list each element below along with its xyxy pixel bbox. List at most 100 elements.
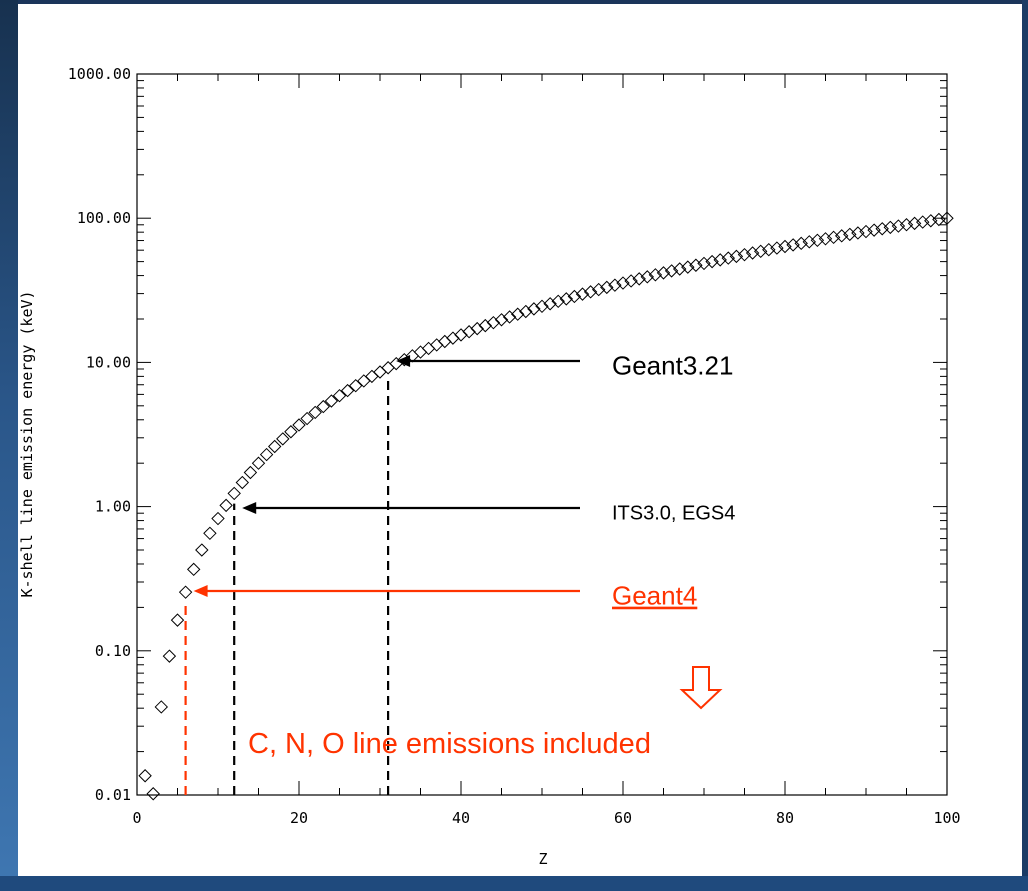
data-point-diamond <box>292 418 306 432</box>
data-point-diamond <box>575 287 590 301</box>
axes: 0 20 40 60 80 100 0.01 0.10 1.00 10.00 100.00 1000.… <box>68 65 961 827</box>
annotation-arrow-head <box>193 585 208 597</box>
y-tick-label: 100.00 <box>77 209 131 227</box>
y-tick-label: 1000.00 <box>68 65 131 83</box>
slide-frame-left <box>0 0 18 891</box>
data-point-diamond <box>203 526 217 541</box>
data-point-diamond <box>891 219 906 233</box>
x-tick-label: 40 <box>452 809 470 827</box>
data-point-diamond <box>340 383 355 398</box>
data-point-diamond <box>924 214 938 228</box>
data-point-diamond <box>762 242 776 257</box>
data-point-diamond <box>243 465 258 480</box>
data-point-diamond <box>851 226 865 240</box>
data-point-diamond <box>284 425 298 439</box>
data-point-diamond <box>170 613 185 627</box>
y-tick-label: 10.00 <box>86 353 131 371</box>
data-point-diamond <box>429 338 444 352</box>
data-point-diamond <box>543 297 557 311</box>
data-point-diamond <box>826 230 841 245</box>
data-point-diamond <box>632 272 646 286</box>
data-point-diamond <box>705 254 719 269</box>
data-point-diamond <box>583 285 598 299</box>
data-point-diamond <box>810 233 825 248</box>
data-point-diamond <box>721 251 736 265</box>
data-point-diamond <box>656 266 671 280</box>
data-point-diamond <box>332 388 347 403</box>
annotation-arrow-head <box>396 355 411 367</box>
data-point-diamond <box>502 310 517 324</box>
data-point-diamond <box>235 475 250 490</box>
data-point-diamond <box>883 220 898 235</box>
data-point-diamond <box>778 239 792 254</box>
data-point-diamond <box>915 215 930 229</box>
data-point-diamond <box>251 456 266 470</box>
data-point-diamond <box>535 299 549 314</box>
data-point-diamond <box>689 258 703 272</box>
y-tick-label: 1.00 <box>95 498 131 516</box>
data-point-diamond <box>737 247 752 262</box>
data-point-diamond <box>843 227 857 242</box>
data-point-diamond <box>640 270 655 284</box>
data-point-diamond <box>899 218 914 232</box>
data-point-diamond <box>600 280 614 295</box>
data-point-diamond <box>681 260 695 274</box>
guide-lines <box>184 377 390 795</box>
data-point-diamond <box>624 274 638 288</box>
y-axis-label: K-shell line emission energy (keV) <box>18 290 36 597</box>
annotation-label: Geant4 <box>612 581 697 611</box>
data-point-diamond <box>438 334 452 349</box>
down-arrow-icon <box>679 666 723 710</box>
data-point-diamond <box>462 325 476 339</box>
data-point-diamond <box>818 232 833 246</box>
data-point-diamond <box>591 282 606 297</box>
note-label: C, N, O line emissions included <box>248 728 651 760</box>
data-point-diamond <box>510 307 525 321</box>
data-point-diamond <box>178 585 193 599</box>
data-point-diamond <box>907 216 922 231</box>
data-point-diamond <box>786 238 800 252</box>
data-point-diamond <box>494 313 509 327</box>
data-point-diamond <box>608 278 622 292</box>
data-point-diamond <box>348 378 363 393</box>
data-point-diamond <box>276 432 290 446</box>
data-point-diamond <box>446 331 460 345</box>
data-point-diamond <box>745 246 760 260</box>
x-tick-label: 0 <box>132 809 141 827</box>
data-point-diamond <box>616 276 630 290</box>
data-point-diamond <box>664 264 679 278</box>
data-point-diamond <box>421 341 436 356</box>
data-point-diamond <box>454 328 468 342</box>
data-point-diamond <box>859 224 873 239</box>
data-point-diamond <box>470 321 484 336</box>
data-point-diamond <box>300 411 314 426</box>
data-point-diamond <box>308 405 322 420</box>
data-point-diamond <box>186 562 201 577</box>
annotations: Geant3.21 ITS3.0, EGS4 Geant4 C, N, O line … <box>193 351 735 760</box>
y-tick-label: 0.01 <box>95 786 131 804</box>
data-point-diamond <box>219 498 233 513</box>
data-point-diamond <box>697 256 711 271</box>
data-point-diamond <box>672 262 687 276</box>
data-point-diamond <box>324 394 339 408</box>
data-point-diamond <box>211 511 225 526</box>
data-point-diamond <box>802 235 817 249</box>
x-tick-label: 60 <box>614 809 632 827</box>
k-shell-energy-chart: 0 20 40 60 80 100 0.01 0.10 1.00 10.00 100.00 1000.… <box>18 65 961 868</box>
data-points <box>138 211 954 801</box>
data-point-diamond <box>875 222 889 236</box>
data-point-diamond <box>478 318 493 333</box>
data-point-diamond <box>519 304 533 319</box>
annotation-label: ITS3.0, EGS4 <box>612 503 735 525</box>
data-point-diamond <box>486 315 501 330</box>
data-point-diamond <box>413 345 428 359</box>
data-point-diamond <box>527 302 541 316</box>
data-point-diamond <box>267 439 282 454</box>
data-point-diamond <box>373 365 387 379</box>
data-point-diamond <box>648 268 663 282</box>
plot-frame <box>136 73 948 796</box>
annotation-arrow-head <box>242 502 257 514</box>
data-point-diamond <box>559 292 574 306</box>
data-point-diamond <box>259 447 274 462</box>
data-point-diamond <box>567 289 582 304</box>
